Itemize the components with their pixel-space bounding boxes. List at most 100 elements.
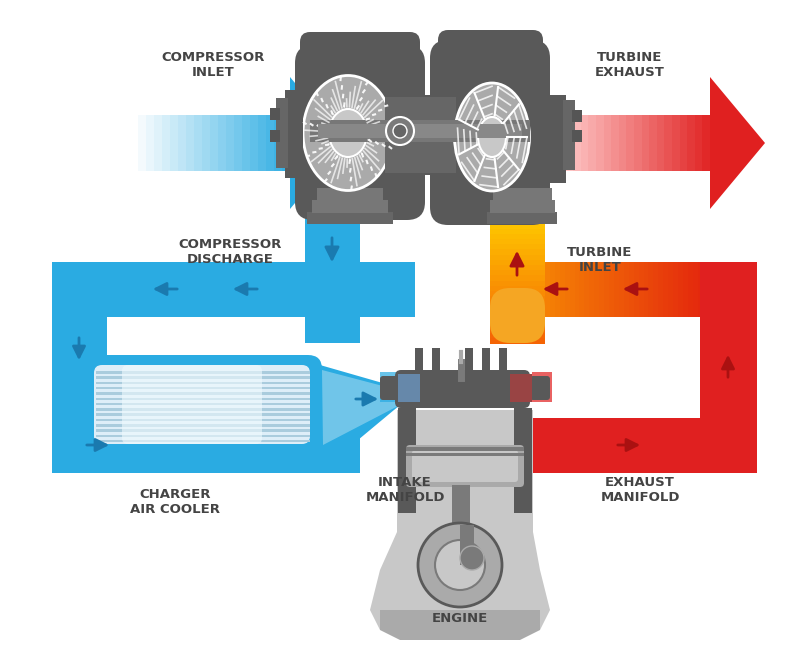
Bar: [712, 262, 718, 317]
Bar: [490, 229, 545, 234]
Bar: [490, 286, 545, 292]
FancyBboxPatch shape: [395, 370, 530, 408]
Bar: [96, 424, 310, 426]
Bar: [718, 262, 723, 317]
Bar: [604, 262, 610, 317]
FancyBboxPatch shape: [52, 418, 107, 473]
Bar: [693, 262, 698, 317]
Text: TURBINE
INLET: TURBINE INLET: [567, 246, 633, 274]
Bar: [490, 338, 545, 344]
Bar: [490, 270, 545, 276]
Bar: [707, 262, 714, 317]
Bar: [130, 115, 139, 171]
Bar: [490, 275, 545, 282]
Bar: [634, 262, 639, 317]
Bar: [385, 97, 456, 173]
Bar: [626, 115, 635, 171]
Bar: [96, 430, 310, 432]
FancyBboxPatch shape: [490, 418, 545, 473]
Bar: [274, 115, 283, 171]
Bar: [594, 262, 600, 317]
Bar: [599, 262, 605, 317]
Bar: [649, 262, 654, 317]
Bar: [146, 115, 155, 171]
Bar: [96, 382, 310, 384]
Bar: [276, 98, 288, 168]
Circle shape: [460, 546, 484, 570]
Bar: [490, 322, 545, 328]
Bar: [499, 348, 507, 374]
Bar: [490, 218, 545, 224]
Polygon shape: [370, 410, 550, 630]
Text: TURBINE
EXHAUST: TURBINE EXHAUST: [595, 51, 665, 79]
Bar: [550, 262, 556, 317]
Bar: [270, 108, 280, 120]
Bar: [683, 262, 689, 317]
Bar: [318, 124, 522, 138]
Bar: [266, 115, 275, 171]
Bar: [629, 262, 634, 317]
Bar: [624, 262, 630, 317]
Bar: [490, 255, 545, 261]
Bar: [555, 262, 561, 317]
Circle shape: [418, 523, 502, 607]
Bar: [218, 115, 227, 171]
Bar: [490, 291, 545, 297]
Bar: [242, 115, 251, 171]
FancyBboxPatch shape: [82, 355, 322, 452]
FancyBboxPatch shape: [295, 45, 425, 220]
Polygon shape: [290, 77, 345, 209]
Bar: [664, 115, 673, 171]
Bar: [581, 115, 590, 171]
Bar: [96, 397, 310, 400]
Bar: [572, 130, 582, 142]
Bar: [700, 262, 757, 473]
Bar: [307, 212, 393, 224]
Polygon shape: [380, 610, 540, 640]
Bar: [514, 408, 532, 513]
Bar: [634, 115, 642, 171]
Bar: [678, 262, 684, 317]
Text: CHARGER
AIR COOLER: CHARGER AIR COOLER: [130, 488, 220, 516]
Bar: [317, 188, 383, 201]
Bar: [596, 115, 605, 171]
Bar: [657, 115, 666, 171]
FancyBboxPatch shape: [52, 262, 107, 317]
Bar: [285, 90, 303, 178]
Bar: [570, 262, 576, 317]
Bar: [138, 115, 147, 171]
Bar: [490, 280, 545, 287]
Bar: [282, 115, 291, 171]
Polygon shape: [322, 370, 398, 445]
Bar: [490, 239, 545, 245]
Bar: [258, 115, 267, 171]
Bar: [96, 413, 310, 416]
FancyBboxPatch shape: [430, 40, 550, 225]
FancyBboxPatch shape: [94, 365, 310, 444]
Bar: [490, 265, 545, 271]
Bar: [52, 418, 360, 473]
Bar: [694, 115, 703, 171]
Bar: [154, 115, 163, 171]
Circle shape: [386, 117, 414, 145]
Bar: [490, 418, 757, 473]
Bar: [490, 328, 545, 333]
Bar: [565, 262, 570, 317]
Bar: [687, 115, 696, 171]
Bar: [415, 348, 423, 374]
Bar: [574, 115, 582, 171]
Bar: [162, 115, 171, 171]
Bar: [643, 262, 650, 317]
Bar: [406, 447, 524, 451]
Bar: [194, 115, 203, 171]
Bar: [490, 200, 555, 213]
Bar: [432, 348, 440, 374]
Polygon shape: [320, 365, 400, 470]
Bar: [202, 115, 211, 171]
Bar: [482, 348, 490, 374]
Bar: [619, 115, 627, 171]
Bar: [96, 408, 310, 411]
FancyBboxPatch shape: [122, 365, 262, 444]
Bar: [619, 262, 625, 317]
Bar: [52, 262, 415, 317]
